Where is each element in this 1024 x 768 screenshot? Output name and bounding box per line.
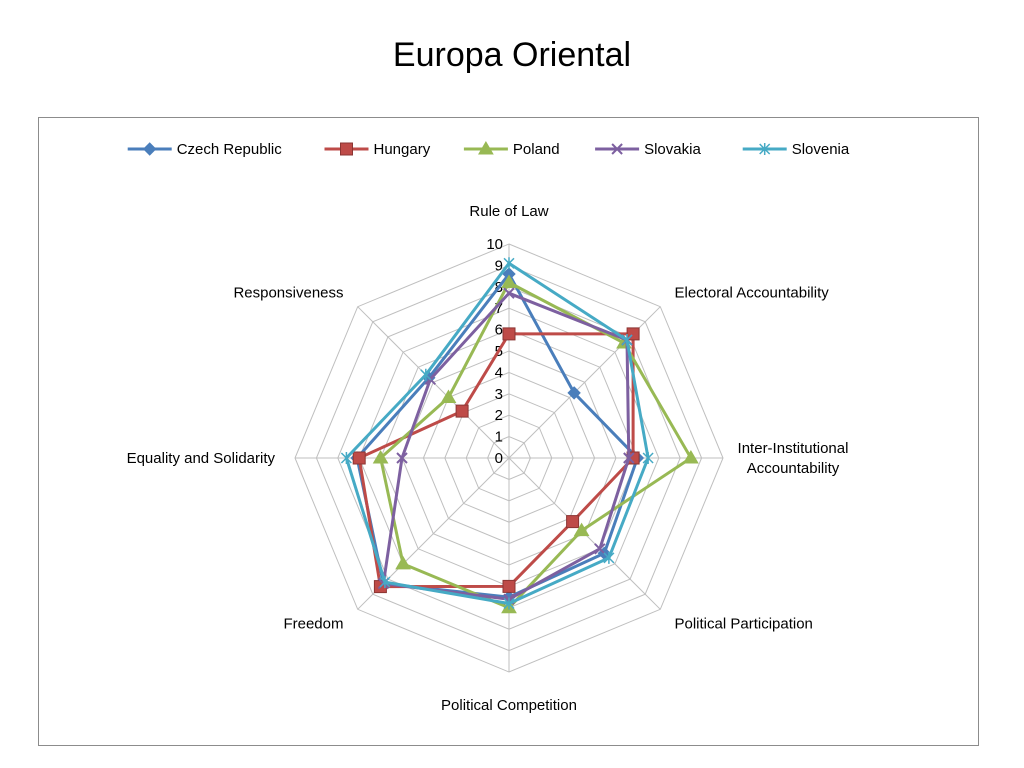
- legend-marker: [611, 143, 623, 155]
- legend-marker: [142, 142, 157, 156]
- legend-item-hungary: Hungary: [324, 141, 431, 158]
- tick-label: 4: [495, 364, 503, 381]
- axis-label-rule-of-law: Rule of Law: [469, 203, 548, 220]
- data-point-slovakia: [594, 543, 606, 555]
- tick-label: 9: [495, 257, 503, 274]
- data-point-poland: [683, 450, 699, 464]
- axis-label-political-participation: Political Participation: [675, 616, 813, 633]
- data-point-slovenia: [603, 551, 615, 564]
- tick-label: 0: [495, 450, 503, 467]
- axis-label-freedom: Freedom: [283, 616, 343, 633]
- data-point-poland: [372, 450, 389, 464]
- tick-label: 6: [495, 322, 503, 339]
- series-poland: [372, 274, 699, 614]
- legend-item-czech-republic: Czech Republic: [127, 141, 283, 158]
- legend: Czech Republic Hungary Poland Slovakia Slove…: [127, 141, 850, 158]
- legend-item-poland: Poland: [463, 141, 560, 158]
- tick-label: 7: [495, 300, 503, 317]
- legend-label: Slovakia: [644, 141, 701, 158]
- data-point-slovenia: [621, 334, 633, 346]
- radar-chart: Czech Republic Hungary Poland Slovakia Slove…: [127, 141, 850, 714]
- data-point-slovenia: [503, 257, 515, 270]
- data-point-hungary: [352, 451, 366, 465]
- data-point-poland: [501, 274, 517, 288]
- tick-label: 3: [495, 386, 503, 403]
- legend-marker: [478, 141, 494, 155]
- legend-item-slovakia: Slovakia: [595, 141, 701, 158]
- data-point-poland: [440, 389, 457, 403]
- data-point-hungary: [502, 327, 516, 341]
- data-point-slovenia: [420, 368, 432, 381]
- tick-label: 2: [495, 407, 503, 424]
- tick-label: 1: [495, 429, 503, 446]
- legend-label: Slovenia: [792, 141, 850, 158]
- legend-label: Hungary: [374, 141, 431, 158]
- data-point-czech-republic: [567, 386, 581, 400]
- series-slovenia: [340, 257, 654, 610]
- data-point-slovakia: [503, 287, 515, 299]
- legend-marker: [340, 142, 353, 156]
- data-point-hungary: [455, 404, 469, 418]
- axis-label-inter-institutional-accountability: Inter-Institutional Accountability: [738, 440, 849, 477]
- data-point-slovenia: [379, 576, 391, 589]
- axis-label-electoral-accountability: Electoral Accountability: [675, 285, 830, 302]
- data-point-poland: [573, 522, 590, 537]
- data-point-hungary: [502, 579, 516, 593]
- legend-label: Poland: [513, 141, 560, 158]
- data-point-slovakia: [396, 452, 408, 464]
- data-point-slovenia: [503, 597, 515, 610]
- data-point-slovenia: [642, 452, 654, 464]
- legend-marker: [759, 143, 771, 155]
- data-point-hungary: [566, 515, 580, 529]
- data-point-slovenia: [340, 452, 352, 464]
- legend-label: Czech Republic: [177, 141, 283, 158]
- axis-label-political-competition: Political Competition: [441, 697, 577, 714]
- data-point-slovakia: [623, 452, 635, 464]
- tick-label: 10: [486, 236, 503, 253]
- series-layer: [340, 257, 699, 614]
- data-point-poland: [395, 555, 411, 570]
- axis-label-responsiveness: Responsiveness: [233, 285, 343, 302]
- axis-labels: Rule of Law Electoral Accountability Inter…: [127, 203, 849, 714]
- legend-item-slovenia: Slovenia: [742, 141, 850, 158]
- chart-title: Europa Oriental: [392, 36, 632, 74]
- axis-label-equality-and-solidarity: Equality and Solidarity: [127, 450, 276, 467]
- chart-area: Czech Republic Hungary Poland Slovakia Slove…: [38, 117, 979, 746]
